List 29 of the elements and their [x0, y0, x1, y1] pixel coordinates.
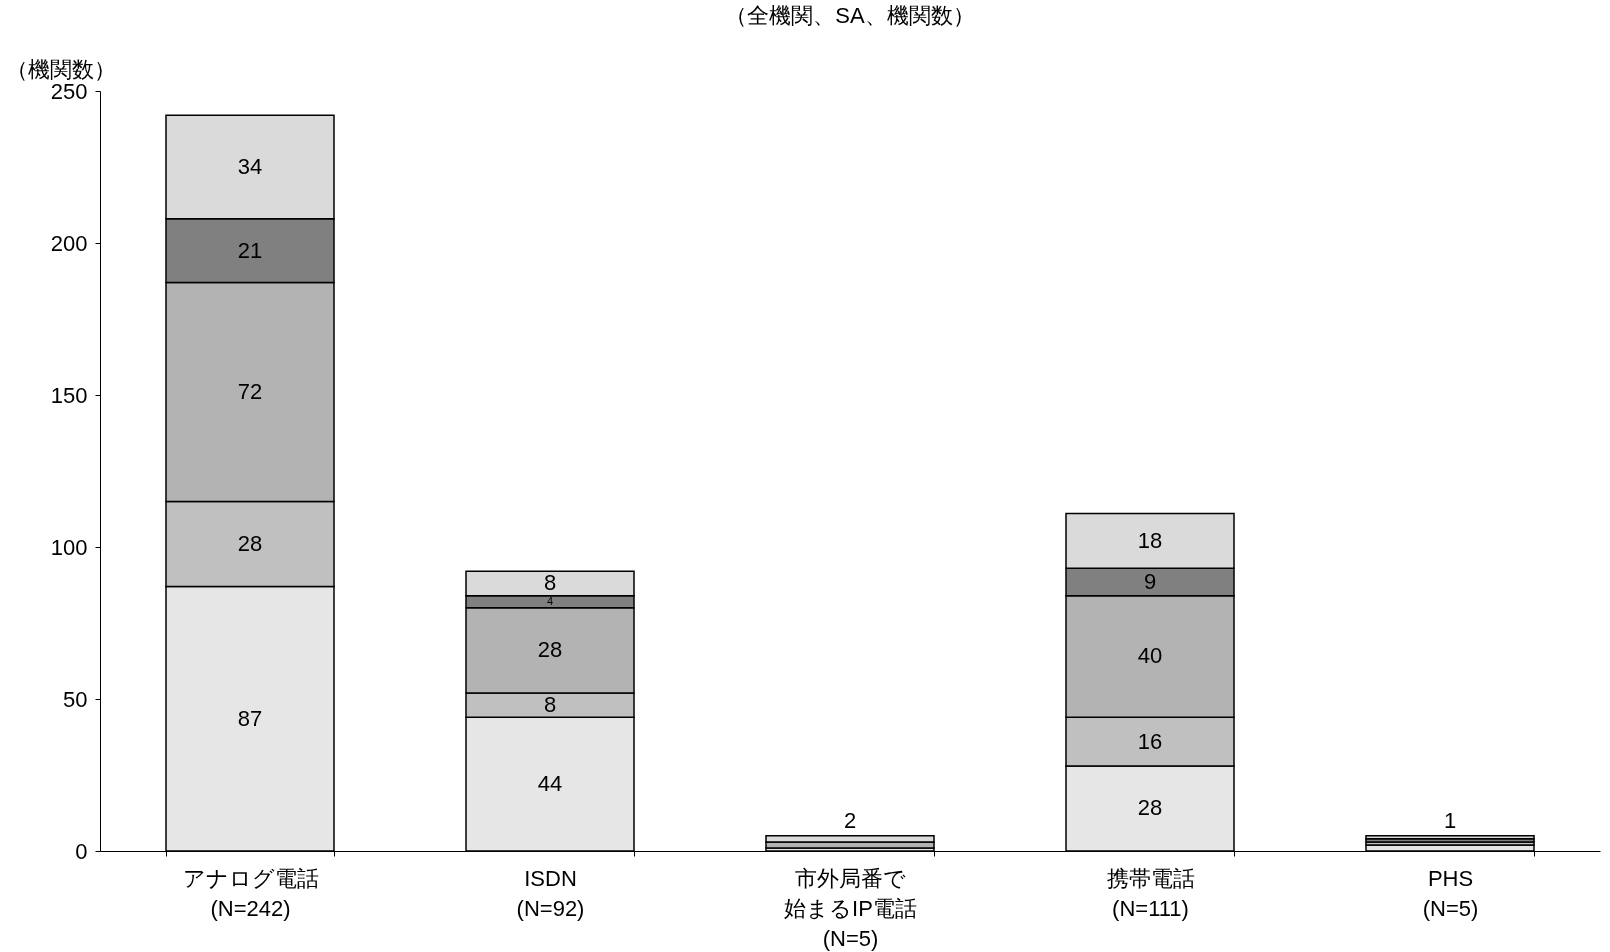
y-axis-title: （機関数） [5, 56, 116, 82]
data-label: 28 [537, 637, 563, 663]
data-label: 1 [1443, 807, 1457, 833]
data-label: 21 [237, 237, 263, 263]
x-tick-label: ISDN (N=92) [516, 865, 585, 921]
data-label: 4 [546, 594, 554, 607]
data-label: 44 [537, 771, 563, 797]
data-label: 16 [1137, 728, 1163, 754]
data-label: 28 [237, 530, 263, 556]
data-label: 40 [1137, 643, 1163, 669]
chart-title: （全機関、SA、機関数） [725, 3, 975, 28]
data-label: 72 [237, 378, 263, 404]
data-label: 8 [543, 692, 557, 718]
x-tick-label: 市外局番で始まるIP電話 (N=5) [784, 865, 917, 951]
data-label: 34 [237, 154, 263, 179]
data-label: 18 [1137, 527, 1163, 553]
data-label: 2 [843, 807, 857, 833]
x-tick-label: アナログ電話 (N=242) [182, 865, 319, 921]
y-tick-label: 100 [50, 534, 88, 560]
x-tick-label: PHS (N=5) [1422, 865, 1479, 921]
y-tick-label: 0 [75, 838, 88, 864]
x-tick-label: 携帯電話 (N=111) [1106, 865, 1195, 921]
data-label: 8 [543, 570, 557, 596]
data-label: 87 [237, 705, 263, 731]
data-label: 9 [1143, 568, 1157, 594]
data-label: 28 [1137, 795, 1163, 821]
y-tick-label: 200 [50, 230, 88, 256]
y-tick-label: 50 [63, 686, 88, 712]
y-tick-label: 150 [50, 382, 88, 408]
